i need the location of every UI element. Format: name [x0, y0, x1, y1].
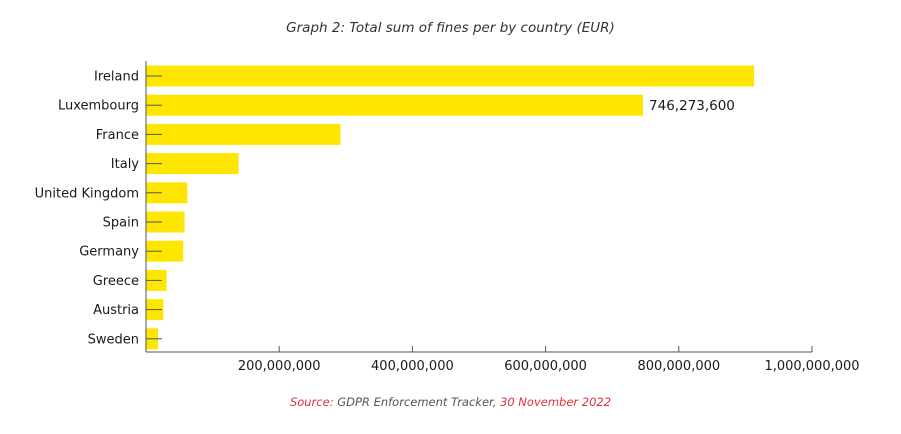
chart-title: Graph 2: Total sum of fines per by count… [286, 20, 615, 36]
source-line: Source: GDPR Enforcement Tracker, 30 Nov… [0, 395, 901, 409]
bar-france [146, 123, 341, 145]
category-label-austria: Austria [93, 303, 139, 318]
x-tick-label: 800,000,000 [637, 359, 720, 374]
x-tick-label: 600,000,000 [504, 359, 587, 374]
bar-germany [146, 240, 184, 262]
category-label-spain: Spain [103, 216, 139, 231]
bar-italy [146, 153, 239, 175]
category-label-sweden: Sweden [88, 332, 139, 347]
x-tick-label: 400,000,000 [371, 359, 454, 374]
category-label-united-kingdom: United Kingdom [35, 186, 139, 201]
category-label-ireland: Ireland [94, 70, 139, 85]
category-label-greece: Greece [93, 274, 139, 289]
source-prefix: Source: [289, 395, 334, 409]
category-label-luxembourg: Luxembourg [58, 99, 139, 114]
data-label: 746,273,600 [649, 98, 735, 114]
x-tick-label: 1,000,000,000 [764, 359, 859, 374]
source-name: GDPR Enforcement Tracker, [337, 395, 497, 409]
category-label-italy: Italy [111, 157, 140, 172]
bar-spain [146, 211, 185, 233]
category-label-france: France [96, 128, 139, 143]
x-tick-label: 200,000,000 [238, 359, 321, 374]
bar-united-kingdom [146, 182, 188, 204]
bar-luxembourg [146, 94, 644, 116]
category-label-germany: Germany [79, 245, 139, 260]
bar-ireland [146, 65, 755, 87]
source-date: 30 November 2022 [500, 395, 612, 409]
